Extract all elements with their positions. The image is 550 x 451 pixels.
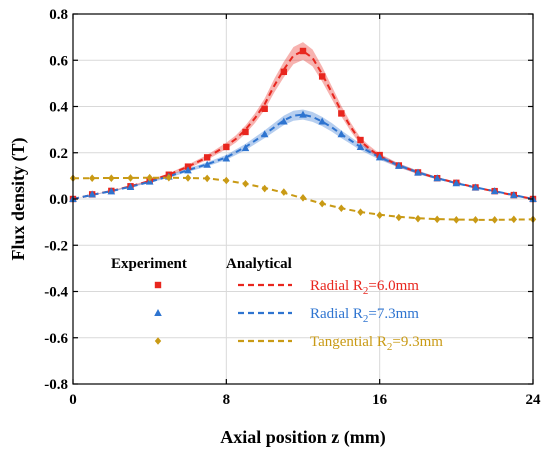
legend-header-analytical: Analytical (226, 256, 292, 272)
experiment-markers (69, 47, 537, 224)
experiment-point-2 (472, 216, 479, 224)
experiment-point-2 (165, 173, 173, 182)
experiment-point-2 (203, 174, 211, 183)
experiment-point-0 (203, 154, 211, 161)
experiment-point-1 (299, 110, 307, 118)
experiment-point-1 (260, 130, 269, 138)
experiment-point-2 (108, 174, 115, 182)
experiment-point-1 (203, 160, 211, 168)
experiment-point-0 (338, 110, 345, 117)
y-tick-label: 0.2 (49, 146, 68, 162)
experiment-point-2 (242, 179, 249, 188)
experiment-point-0 (357, 136, 364, 144)
x-tick-label: 24 (526, 392, 542, 408)
experiment-point-1 (375, 153, 384, 161)
experiment-point-2 (261, 184, 268, 193)
experiment-point-1 (222, 154, 231, 162)
legend-label-0: Radial R2=6.0mm (310, 278, 419, 297)
experiment-point-2 (223, 176, 230, 185)
experiment-point-2 (414, 214, 422, 223)
experiment-point-2 (299, 194, 307, 202)
experiment-point-1 (337, 130, 346, 138)
experiment-point-2 (433, 215, 441, 224)
experiment-point-1 (280, 117, 288, 125)
experiment-point-0 (299, 47, 307, 55)
experiment-point-2 (318, 199, 326, 208)
experiment-point-1 (88, 190, 96, 198)
legend-marker-1 (154, 309, 162, 316)
experiment-point-1 (471, 183, 480, 191)
y-tick-label: 0.8 (49, 7, 68, 23)
analytical-line-1 (72, 113, 534, 200)
experiment-point-2 (491, 216, 498, 224)
y-tick-label: -0.8 (44, 377, 68, 393)
axis-ticks: 0 8 16 24 -0.8 -0.6 -0.4 -0.2 0.0 0.2 0.4 0.6 0.8 (44, 7, 541, 408)
experiment-point-2 (453, 216, 460, 224)
legend-header-experiment: Experiment (111, 256, 187, 272)
x-axis-label: Axial position z (mm) (220, 427, 386, 448)
x-tick-label: 16 (372, 392, 388, 408)
experiment-point-1 (395, 161, 403, 169)
y-tick-label: -0.6 (44, 331, 68, 347)
experiment-point-2 (88, 174, 96, 182)
experiment-point-0 (318, 73, 326, 80)
experiment-point-1 (318, 117, 326, 125)
experiment-point-1 (452, 179, 461, 187)
experiment-point-2 (357, 208, 364, 216)
experiment-point-1 (510, 191, 518, 199)
experiment-point-1 (241, 144, 250, 152)
experiment-point-0 (261, 105, 268, 113)
experiment-point-1 (107, 187, 116, 195)
experiment-point-2 (338, 204, 345, 213)
analytical-line-0 (72, 49, 534, 200)
experiment-point-0 (280, 68, 288, 76)
experiment-point-2 (146, 173, 153, 182)
experiment-point-1 (490, 187, 499, 195)
legend: Experiment Analytical Radial R2=6.0mm Radia… (111, 256, 443, 353)
legend-marker-0 (154, 281, 162, 289)
experiment-point-1 (414, 168, 422, 176)
y-tick-label: -0.4 (44, 285, 68, 301)
experiment-point-2 (395, 213, 403, 222)
experiment-point-2 (376, 211, 383, 219)
y-tick-label: 0.4 (49, 100, 68, 116)
x-tick-label: 0 (69, 392, 77, 408)
experiment-point-0 (223, 143, 230, 151)
experiment-point-1 (184, 166, 192, 174)
analytical-bands (73, 42, 533, 200)
y-tick-label: -0.2 (44, 238, 68, 254)
experiment-point-2 (127, 174, 134, 182)
legend-label-2: Tangential R2=9.3mm (310, 334, 443, 353)
x-tick-label: 8 (223, 392, 231, 408)
y-tick-label: 0.6 (49, 53, 68, 69)
legend-label-1: Radial R2=7.3mm (310, 306, 419, 325)
analytical-band-0 (73, 42, 533, 200)
y-tick-label: 0.0 (49, 192, 68, 208)
experiment-point-2 (510, 215, 518, 224)
experiment-point-2 (280, 188, 288, 196)
experiment-point-1 (433, 174, 441, 182)
experiment-point-0 (242, 128, 249, 136)
y-axis-label: Flux density (T) (8, 137, 29, 260)
experiment-point-2 (184, 174, 192, 182)
experiment-point-1 (126, 182, 135, 190)
experiment-point-1 (356, 142, 365, 150)
legend-marker-2 (154, 337, 162, 345)
